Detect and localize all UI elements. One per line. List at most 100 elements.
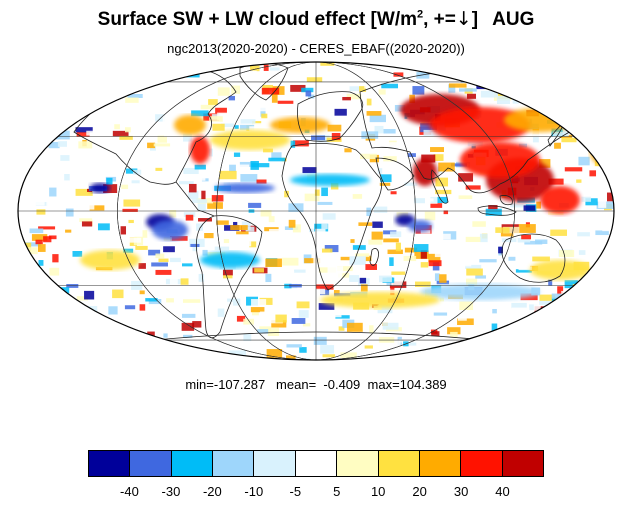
field-cell — [420, 123, 437, 133]
field-cell — [183, 167, 199, 175]
field-cell — [30, 129, 41, 139]
field-cell — [23, 242, 41, 247]
field-cell — [188, 64, 201, 73]
field-cell — [170, 257, 181, 263]
field-cell — [219, 170, 237, 180]
field-cell — [390, 231, 402, 238]
field-cell — [176, 359, 194, 360]
field-cell — [234, 125, 239, 129]
field-feature — [290, 174, 370, 186]
field-cell — [395, 242, 401, 252]
field-cell — [260, 107, 266, 117]
field-cell — [520, 293, 538, 301]
field-cell — [321, 223, 328, 230]
field-cell — [41, 190, 54, 194]
field-cell — [550, 97, 562, 101]
field-cell — [236, 315, 246, 322]
field-cell — [349, 275, 360, 282]
field-cell — [539, 294, 556, 301]
field-cell — [296, 270, 314, 279]
field-cell — [435, 177, 449, 187]
field-cell — [479, 259, 497, 263]
field-cell — [60, 155, 70, 161]
field-cell — [299, 347, 307, 353]
field-cell — [176, 89, 193, 97]
field-cell — [525, 341, 544, 349]
field-cell — [518, 87, 528, 95]
field-cell — [439, 270, 445, 278]
field-cell — [570, 330, 589, 335]
coastline-north-america — [73, 69, 237, 185]
field-cell — [355, 253, 370, 258]
field-cell — [267, 327, 280, 337]
field-cell — [168, 324, 186, 332]
field-cell — [589, 312, 604, 320]
field-cell — [546, 75, 560, 81]
field-cell — [518, 224, 536, 233]
field-cell — [217, 112, 235, 121]
field-cell — [415, 281, 431, 287]
color-bar-label: -10 — [244, 484, 264, 499]
field-cell — [18, 336, 27, 341]
field-cell — [189, 238, 205, 247]
field-cell — [284, 111, 298, 118]
field-cell — [282, 257, 299, 266]
field-cell — [108, 306, 118, 315]
field-cell — [35, 105, 49, 110]
field-cell — [366, 207, 372, 217]
field-cell — [575, 134, 581, 139]
field-cell — [457, 315, 467, 321]
field-cell — [24, 358, 32, 360]
field-cell — [236, 231, 249, 235]
field-cell — [74, 357, 90, 360]
field-cell — [313, 257, 327, 265]
field-cell — [322, 354, 336, 358]
stat-max: 104.389 — [399, 377, 447, 392]
field-cell — [89, 205, 105, 211]
field-cell — [194, 177, 206, 181]
field-cell — [35, 239, 43, 245]
field-cell — [192, 243, 198, 252]
field-cell — [169, 210, 177, 218]
field-cell — [424, 137, 441, 145]
field-cell — [531, 357, 549, 360]
field-cell — [131, 231, 136, 237]
down-arrow-icon: ↓ — [455, 8, 472, 30]
field-feature — [190, 136, 210, 164]
field-cell — [358, 222, 373, 226]
field-cell — [394, 345, 401, 350]
field-cell — [169, 244, 182, 254]
field-cell — [485, 208, 502, 216]
field-cell — [465, 185, 481, 190]
field-cell — [595, 230, 609, 236]
title-month: AUG — [492, 9, 535, 30]
field-cell — [533, 304, 541, 311]
field-cell — [384, 340, 401, 349]
field-cell — [452, 323, 458, 329]
field-cell — [383, 238, 399, 243]
field-cell — [603, 340, 614, 347]
field-cell — [155, 253, 165, 259]
field-cell — [359, 277, 367, 284]
field-cell — [568, 293, 584, 300]
field-cell — [43, 119, 53, 124]
field-cell — [333, 290, 340, 295]
field-cell — [390, 191, 397, 195]
field-cell — [228, 95, 236, 101]
field-cell — [321, 187, 328, 197]
field-cell — [462, 201, 478, 210]
field-cell — [532, 130, 543, 137]
coastline-madagascar — [369, 248, 379, 266]
field-cell — [180, 278, 189, 285]
field-cell — [432, 262, 440, 271]
field-cell — [222, 269, 233, 276]
field-cell — [84, 98, 90, 106]
field-cell — [416, 72, 430, 79]
field-cell — [24, 265, 29, 271]
field-cell — [369, 114, 386, 123]
field-cell — [508, 256, 516, 261]
field-cell — [32, 326, 47, 330]
field-cell — [337, 266, 353, 272]
field-cell — [304, 258, 321, 264]
field-cell — [187, 354, 195, 360]
